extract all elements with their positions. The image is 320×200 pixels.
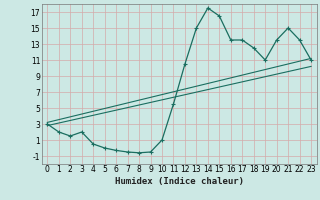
X-axis label: Humidex (Indice chaleur): Humidex (Indice chaleur): [115, 177, 244, 186]
